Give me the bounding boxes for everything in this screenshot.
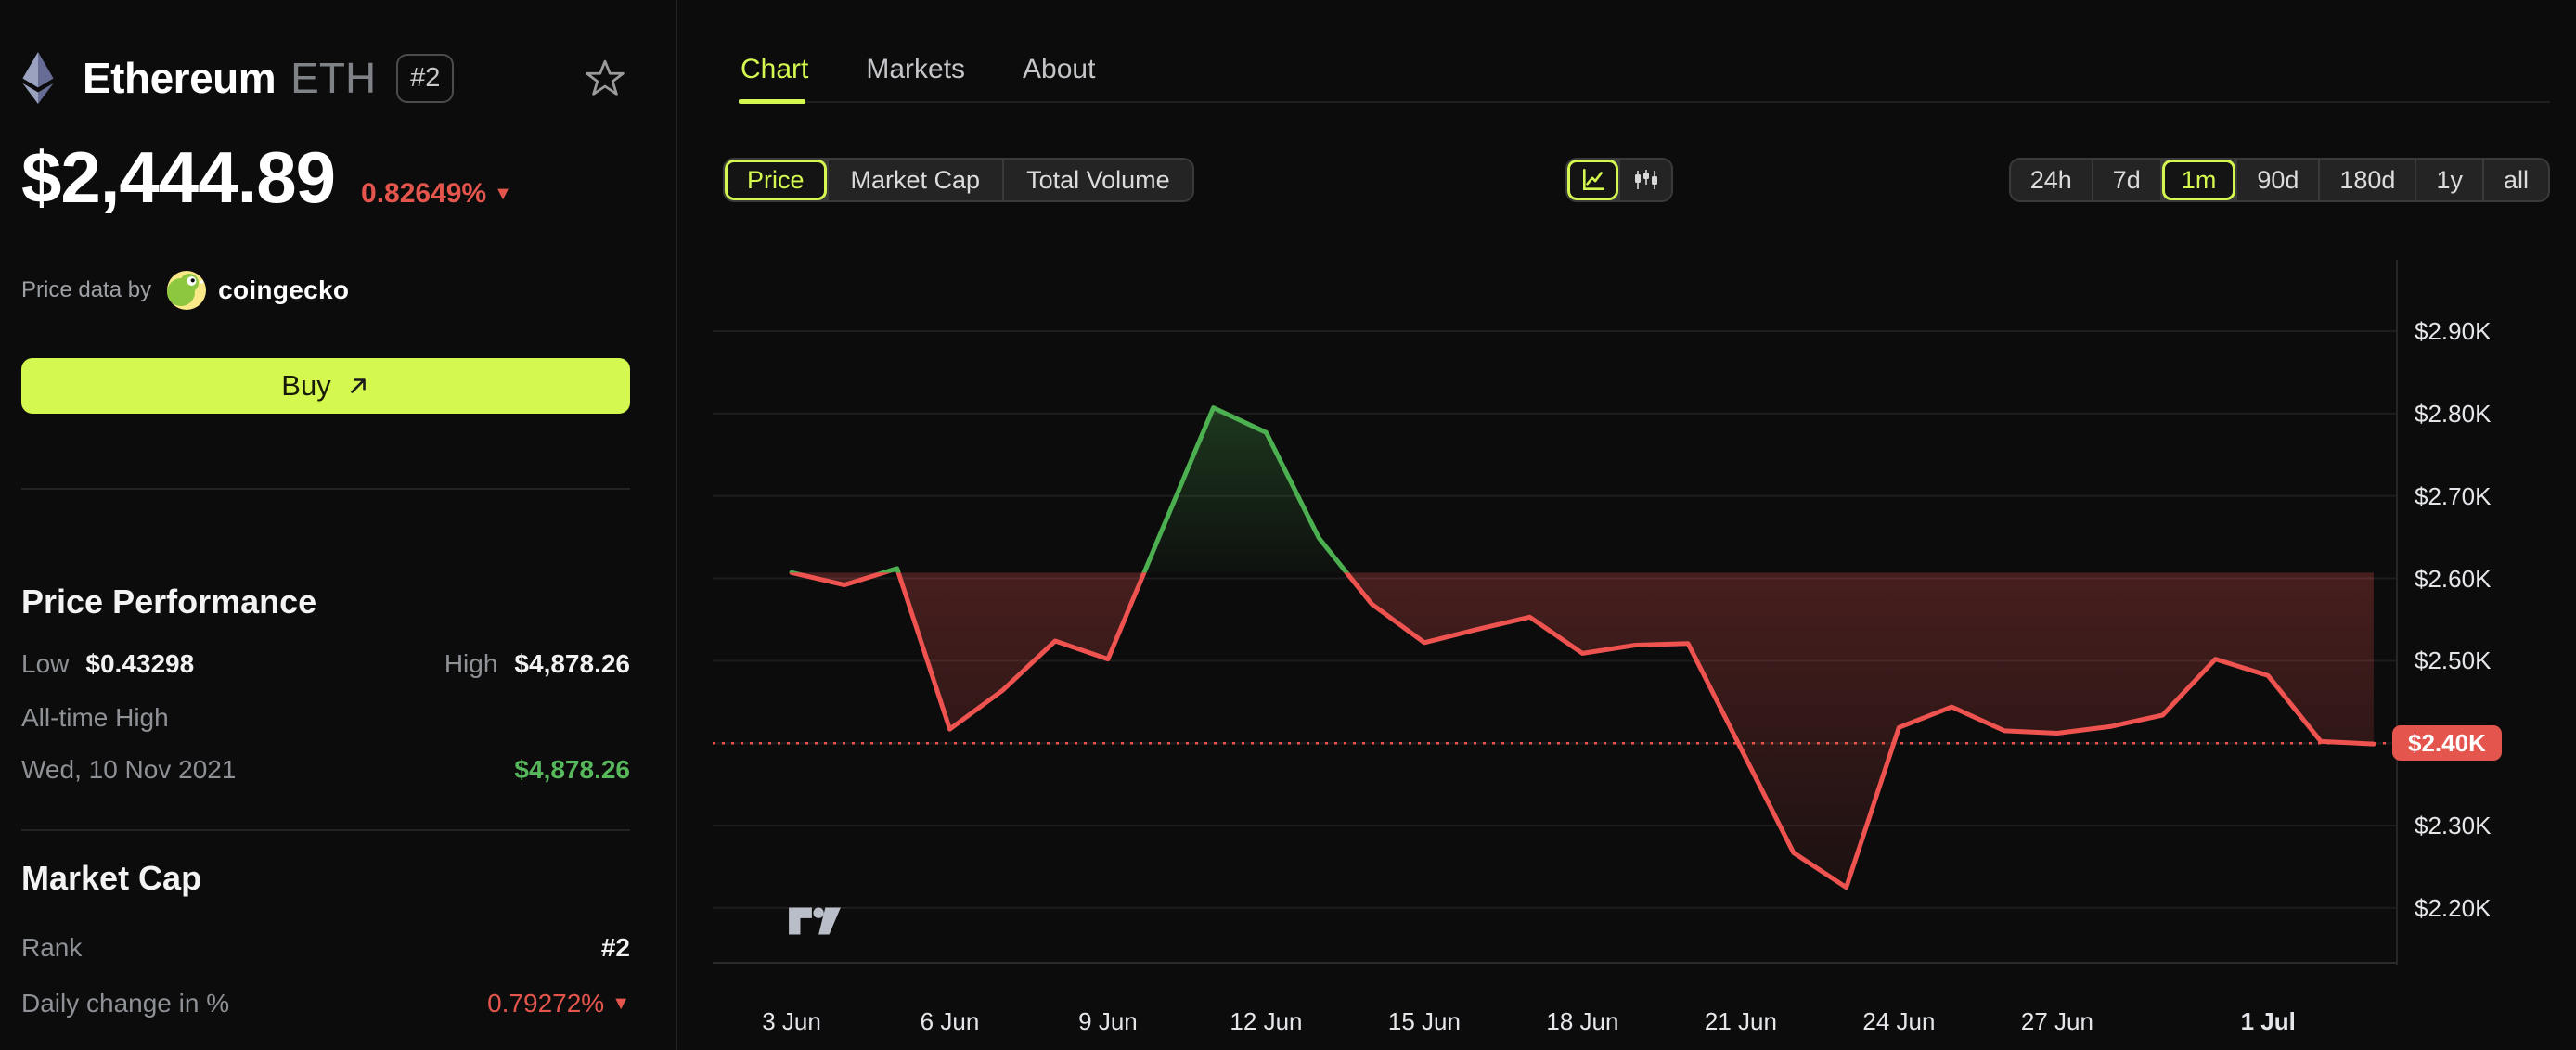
ath-label: All-time High	[21, 703, 169, 732]
x-axis-label: 15 Jun	[1387, 1007, 1461, 1035]
arrow-up-right-icon	[350, 378, 366, 393]
range-7d[interactable]: 7d	[2093, 160, 2160, 200]
low-high-row: Low $0.43298 High $4,878.26	[21, 649, 630, 679]
coingecko-icon	[167, 271, 207, 310]
coin-name: Ethereum	[83, 54, 277, 102]
chart-type-toggle	[1565, 158, 1673, 202]
x-axis-label: 3 Jun	[762, 1007, 821, 1035]
attribution-brand: coingecko	[218, 275, 350, 304]
divider	[21, 488, 630, 490]
y-axis-label: $2.70K	[2415, 481, 2492, 510]
y-axis-label: $2.80K	[2415, 399, 2492, 428]
range-1y[interactable]: 1y	[2416, 160, 2482, 200]
daily-change-value: 0.79272% ▼	[487, 989, 630, 1018]
market-cap-title: Market Cap	[21, 859, 202, 897]
ath-value: $4,878.26	[514, 755, 630, 784]
low-label: Low	[21, 649, 70, 678]
range-180d[interactable]: 180d	[2320, 160, 2415, 200]
x-axis-label: 18 Jun	[1546, 1007, 1619, 1035]
rank-badge: #2	[396, 53, 455, 103]
x-axis-label: 6 Jun	[920, 1007, 980, 1035]
metric-option-price[interactable]: Price	[725, 160, 827, 200]
ethereum-logo	[22, 52, 54, 104]
current-price-axis-chip: $2.40K	[2392, 725, 2502, 762]
triangle-down-icon: ▼	[494, 183, 512, 204]
price-row: $2,444.89 0.82649% ▼	[21, 141, 630, 213]
x-axis-label: 12 Jun	[1230, 1007, 1303, 1035]
current-price: $2,444.89	[21, 136, 336, 218]
metric-option-market-cap[interactable]: Market Cap	[828, 160, 1003, 200]
tabs-border	[741, 101, 2550, 103]
line-chart-icon	[1582, 168, 1604, 190]
buy-button-label: Buy	[281, 369, 331, 402]
y-axis-label: $2.90K	[2415, 317, 2492, 346]
price-chart-plot[interactable]	[713, 260, 2398, 965]
ath-date: Wed, 10 Nov 2021	[21, 755, 237, 784]
range-90d[interactable]: 90d	[2237, 160, 2319, 200]
y-axis-label: $2.20K	[2415, 893, 2492, 922]
price-change: 0.82649% ▼	[361, 178, 512, 210]
y-axis-label: $2.60K	[2415, 564, 2492, 593]
price-chart-svg	[713, 260, 2398, 965]
active-tab-underline	[739, 99, 805, 104]
daily-change-percent: 0.79272%	[487, 989, 605, 1018]
range-all[interactable]: all	[2483, 160, 2548, 200]
ath-row: Wed, 10 Nov 2021 $4,878.26	[21, 755, 630, 785]
panel-tabs: Chart Markets About	[741, 54, 1095, 85]
favorite-star-button[interactable]	[586, 58, 625, 97]
metric-toggle: Price Market Cap Total Volume	[723, 158, 1194, 202]
x-axis-label: 1 Jul	[2240, 1007, 2296, 1035]
metric-option-total-volume[interactable]: Total Volume	[1004, 160, 1192, 200]
tab-about[interactable]: About	[1023, 54, 1096, 84]
x-axis-label: 21 Jun	[1704, 1007, 1777, 1035]
x-axis-label: 27 Jun	[2020, 1007, 2093, 1035]
coin-symbol: ETH	[290, 54, 377, 102]
coin-header: Ethereum ETH #2	[21, 45, 630, 111]
price-change-percent: 0.82649%	[361, 178, 487, 209]
x-axis-label: 9 Jun	[1078, 1007, 1138, 1035]
divider	[21, 829, 630, 831]
rank-row: Rank #2	[21, 933, 630, 963]
price-performance-title: Price Performance	[21, 583, 317, 621]
tradingview-logo[interactable]	[786, 902, 844, 941]
coin-sidebar: Ethereum ETH #2 $2,444.89 0.82649% ▼ Pri…	[0, 0, 677, 1050]
tab-markets[interactable]: Markets	[866, 54, 966, 84]
tab-chart[interactable]: Chart	[741, 54, 809, 84]
daily-change-label: Daily change in %	[21, 989, 230, 1018]
high-value: $4,878.26	[514, 649, 630, 678]
rank-value: #2	[600, 933, 630, 962]
range-24h[interactable]: 24h	[2010, 160, 2092, 200]
ath-label-row: All-time High	[21, 703, 630, 733]
high-label: High	[444, 649, 498, 678]
x-axis-label: 24 Jun	[1862, 1007, 1936, 1035]
chart-type-line-button[interactable]	[1567, 160, 1618, 200]
y-axis-label: $2.50K	[2415, 647, 2492, 675]
attribution[interactable]: Price data by coingecko	[21, 269, 630, 312]
chart-type-candles-button[interactable]	[1620, 160, 1671, 200]
star-icon	[586, 59, 625, 96]
low-value: $0.43298	[85, 649, 195, 678]
buy-button[interactable]: Buy	[21, 358, 630, 414]
daily-change-row: Daily change in % 0.79272% ▼	[21, 989, 630, 1018]
candlestick-chart-icon	[1634, 170, 1657, 189]
attribution-prefix: Price data by	[21, 277, 152, 302]
range-1m[interactable]: 1m	[2161, 160, 2236, 200]
y-axis-label: $2.30K	[2415, 812, 2492, 840]
rank-label: Rank	[21, 933, 83, 962]
range-selector: 24h 7d 1m 90d 180d 1y all	[2008, 158, 2550, 202]
triangle-down-icon: ▼	[612, 992, 630, 1014]
chart-panel: Chart Markets About Price Market Cap Tot…	[677, 0, 2576, 1050]
